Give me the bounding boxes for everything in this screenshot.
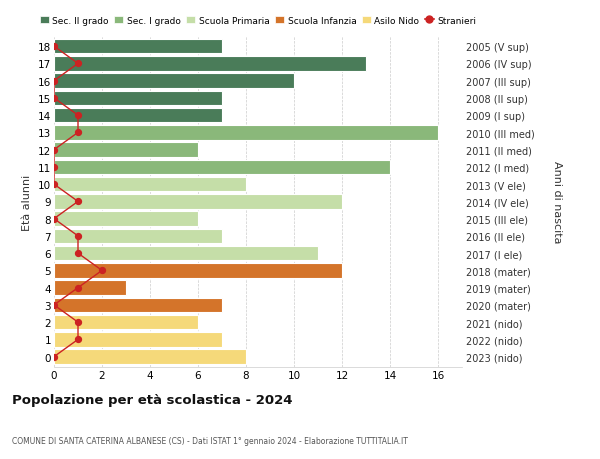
Point (73, 284, 83, 292)
Bar (54, 91, 222, 106)
Bar (54, 57, 366, 72)
Bar (54, 212, 198, 226)
Point (49, 164, 59, 171)
Point (73, 250, 83, 257)
Bar (54, 298, 222, 313)
Point (73, 112, 83, 120)
Point (97, 267, 107, 274)
Bar (54, 229, 222, 244)
Y-axis label: Età alunni: Età alunni (22, 174, 32, 230)
Point (49, 78, 59, 85)
Point (73, 336, 83, 343)
Bar (54, 332, 222, 347)
Bar (54, 178, 246, 192)
Point (49, 302, 59, 309)
Bar (54, 40, 222, 54)
Point (73, 198, 83, 206)
Point (49, 353, 59, 361)
Bar (54, 350, 246, 364)
Bar (54, 281, 126, 295)
Point (49, 44, 59, 51)
Bar (54, 263, 342, 278)
Point (49, 147, 59, 154)
Point (73, 61, 83, 68)
Point (73, 129, 83, 137)
Point (49, 95, 59, 102)
Y-axis label: Anni di nascita: Anni di nascita (551, 161, 562, 243)
Bar (54, 74, 294, 89)
Bar (54, 143, 198, 157)
Bar (54, 246, 318, 261)
Bar (54, 126, 438, 140)
Bar (54, 109, 222, 123)
Legend: Sec. II grado, Sec. I grado, Scuola Primaria, Scuola Infanzia, Asilo Nido, Stran: Sec. II grado, Sec. I grado, Scuola Prim… (40, 17, 476, 26)
Point (49, 181, 59, 188)
Point (49, 215, 59, 223)
Text: Popolazione per età scolastica - 2024: Popolazione per età scolastica - 2024 (12, 393, 293, 406)
Bar (54, 315, 198, 330)
Bar (54, 195, 342, 209)
Point (73, 319, 83, 326)
Bar (54, 160, 390, 175)
Point (73, 233, 83, 240)
Text: COMUNE DI SANTA CATERINA ALBANESE (CS) - Dati ISTAT 1° gennaio 2024 - Elaborazio: COMUNE DI SANTA CATERINA ALBANESE (CS) -… (12, 436, 408, 445)
